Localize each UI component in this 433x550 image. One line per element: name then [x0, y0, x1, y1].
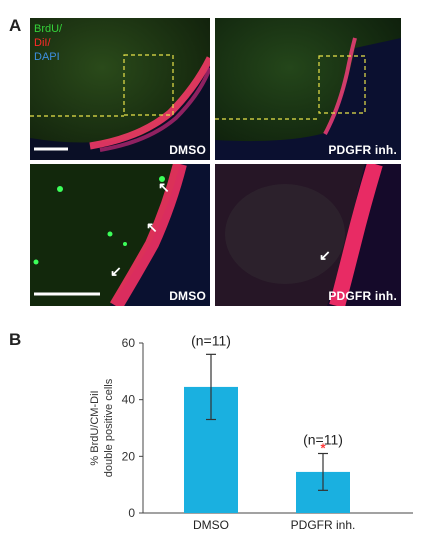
micrograph-label: PDGFR inh. [328, 143, 397, 157]
stain-legend: BrdU/ DiI/ DAPI [34, 22, 62, 64]
y-tick-label: 20 [122, 449, 136, 463]
y-axis-label: double positive cells [103, 378, 115, 477]
stain-legend-brdu: BrdU/ [34, 23, 63, 35]
svg-text:↙: ↙ [110, 263, 122, 279]
micrograph-label: DMSO [169, 143, 206, 157]
sample-size-annotation: (n=11) [303, 432, 343, 448]
micrograph-dmso-zoom-image: ↖ ↖ ↙ [30, 164, 210, 306]
panel-label-b: B [9, 330, 22, 349]
micrograph-pdgfr-zoom: ↙ PDGFR inh. [215, 164, 401, 306]
significance-marker: * [320, 441, 326, 456]
micrograph-label: DMSO [169, 289, 206, 303]
micrograph-pdgfr-overview: PDGFR inh. [215, 18, 401, 160]
micrograph-pdgfr-overview-image [215, 18, 401, 160]
y-axis-label: % BrdU/CM-DiI [89, 390, 101, 465]
micrograph-label: PDGFR inh. [328, 289, 397, 303]
bar-chart: 0 20 40 60 % BrdU/CM-DiI double positive cell… [89, 332, 413, 532]
svg-text:↙: ↙ [319, 247, 331, 263]
panel-label-a: A [9, 16, 22, 35]
svg-text:↖: ↖ [146, 219, 158, 235]
sample-size-annotation: (n=11) [191, 332, 231, 348]
y-tick-label: 60 [122, 336, 136, 350]
y-tick-label: 0 [128, 506, 135, 520]
micrograph-pdgfr-zoom-image: ↙ [215, 164, 401, 306]
svg-text:↖: ↖ [158, 179, 170, 195]
x-category-label: DMSO [193, 518, 229, 532]
y-tick-label: 40 [122, 393, 136, 407]
micrograph-dmso-overview: DMSO [30, 18, 210, 160]
stain-legend-dii: DiI/ [34, 37, 51, 49]
micrograph-dmso-zoom: ↖ ↖ ↙ DMSO [30, 164, 210, 306]
x-category-label: PDGFR inh. [291, 518, 356, 532]
micrograph-dmso-overview-image [30, 18, 210, 160]
stain-legend-dapi: DAPI [34, 51, 60, 63]
